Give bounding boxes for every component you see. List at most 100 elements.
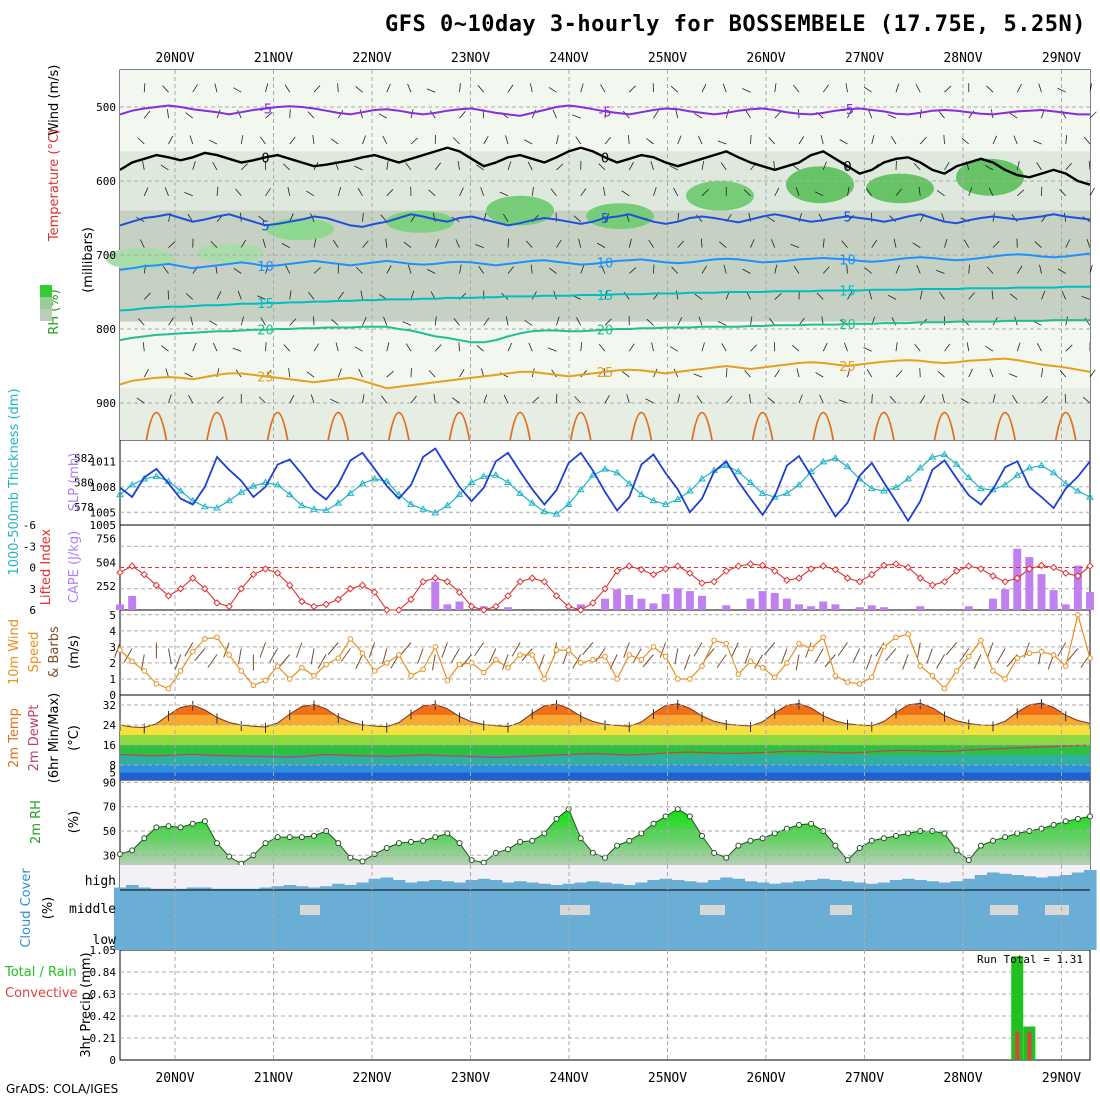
wind-speed-marker [990, 668, 996, 674]
wind-barb [938, 110, 945, 119]
li-marker [237, 585, 245, 593]
rh-marker [941, 830, 948, 837]
wind-barb [552, 109, 557, 119]
wind-barb [768, 137, 776, 145]
wind-barb-10m [959, 648, 970, 662]
rh-band-low [120, 388, 1090, 440]
wind-barb [819, 394, 824, 404]
cape-contour [266, 411, 289, 441]
rh-marker [1038, 825, 1045, 832]
li-tick: -6 [23, 519, 36, 532]
wind-barb [1034, 241, 1042, 248]
wind-barb [265, 83, 269, 93]
wind-ylabel: & Barbs [47, 626, 62, 678]
wind-barb [887, 294, 897, 300]
cape-bar [746, 598, 755, 610]
cape-bar [637, 598, 646, 610]
wind-barb [507, 161, 512, 171]
wind-barb [235, 188, 242, 197]
wind-barb [576, 317, 582, 326]
rh-cell [786, 166, 854, 204]
li-marker [298, 597, 306, 606]
thickness-marker [782, 489, 791, 496]
cloud-bar [683, 930, 697, 950]
wind-barb [742, 268, 751, 274]
rh-cell [266, 218, 334, 241]
date-label-top: 23NOV [451, 51, 490, 66]
li-marker [783, 576, 791, 584]
cape-bar [504, 607, 512, 610]
wind-barb [1081, 295, 1091, 300]
wind-speed-marker [565, 647, 572, 653]
rh-legend-swatch [40, 285, 52, 297]
cloud-bar [1023, 890, 1036, 930]
thickness-marker [128, 480, 137, 488]
li-tick: 6 [29, 604, 36, 617]
date-label-bottom: 22NOV [352, 1071, 391, 1086]
li-marker [213, 599, 221, 607]
cloud-bar [126, 890, 139, 930]
wind-barb [651, 342, 654, 352]
date-label-top: 22NOV [352, 51, 391, 66]
rh-marker [517, 838, 524, 845]
wind-barb-10m [945, 642, 958, 656]
cloud-bar [950, 930, 964, 950]
cloud-bar [805, 880, 818, 890]
wind-barb [721, 343, 727, 352]
wind-barb [403, 241, 412, 248]
thickness-marker [892, 483, 900, 490]
cloud-bar [902, 878, 915, 890]
cloud-bar [841, 930, 855, 950]
wind-barb [260, 317, 266, 326]
rh-marker [723, 854, 730, 861]
wind-barb [793, 84, 800, 93]
wind-barb [1064, 393, 1067, 404]
rh-marker [589, 849, 596, 856]
slp-tick: 1005 [90, 506, 117, 519]
wind-barb [1036, 162, 1042, 171]
cloud-bar [756, 890, 770, 930]
wind-barb [331, 319, 339, 326]
wind-barb [866, 188, 873, 197]
cloud-bar [368, 890, 382, 930]
temp-tick: 16 [103, 739, 116, 752]
wind-barb [669, 346, 678, 352]
wind-speed-marker [1002, 676, 1008, 682]
wind-speed-marker [238, 668, 245, 674]
wind-barb [476, 164, 484, 171]
cape-bar [1001, 589, 1010, 610]
li-marker [419, 577, 427, 586]
wind-barb [773, 160, 776, 170]
wind-barb [871, 393, 873, 404]
rh-marker [141, 835, 148, 842]
wind-speed-marker [856, 680, 863, 687]
temp-band [120, 772, 1090, 780]
cloud-bar [210, 890, 224, 930]
date-label-bottom: 23NOV [451, 1071, 490, 1086]
wind-barb [313, 267, 321, 274]
cape-bar [722, 605, 731, 610]
cloud-bar [223, 888, 236, 890]
wind-barb [475, 244, 484, 248]
wind-barb [820, 135, 824, 145]
cloud-bar [986, 930, 1000, 950]
cape-bar [819, 601, 828, 610]
wind-barb [984, 165, 994, 171]
wind-barb-10m [441, 642, 448, 658]
li-marker [455, 588, 464, 596]
li-marker [710, 577, 718, 586]
temp-ylabel: 2m DewPt [27, 705, 42, 772]
wind-barb [168, 394, 172, 404]
wind-barb [357, 187, 363, 197]
wind-barb [653, 187, 657, 196]
wind-barb [895, 188, 902, 197]
rh-cell [866, 173, 934, 204]
li-marker [649, 570, 658, 579]
cloud-bar [671, 890, 685, 930]
wind-barb [289, 318, 297, 326]
profile-ylabel: Temperature (°C) [47, 129, 62, 242]
cloud-bar [926, 930, 939, 950]
date-label-bottom: 21NOV [254, 1071, 293, 1086]
rh-ylabel: 2m RH [29, 800, 44, 844]
wind-speed-marker [117, 647, 123, 653]
